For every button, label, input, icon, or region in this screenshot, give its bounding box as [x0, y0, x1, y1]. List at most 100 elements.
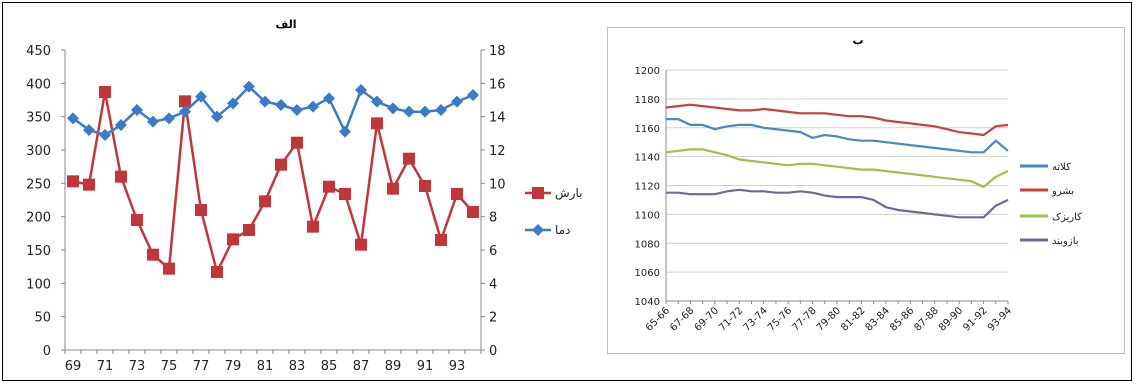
- chart-a-point-1: [275, 99, 287, 111]
- chart-b-x-tick-label: 67-68: [668, 305, 696, 333]
- chart-b-x-tick-label: 69-70: [693, 305, 721, 333]
- chart-a-point-1: [83, 124, 95, 136]
- chart-a-legend-marker: [532, 224, 544, 236]
- chart-a-right-tick-label: 0: [489, 344, 497, 359]
- chart-a-left-tick-label: 250: [26, 177, 51, 192]
- chart-a-point-0: [275, 158, 287, 171]
- chart-a-right-tick-label: 18: [489, 44, 506, 59]
- chart-a-x-tick-label: 85: [321, 359, 338, 374]
- chart-a-point-0: [67, 175, 79, 188]
- chart-b-legend-label: بازوبند: [1052, 236, 1079, 247]
- chart-a: الف 0 50 100 150 200 250 300 350 400 450 0 2 4 6 8 10 12 1…: [26, 18, 582, 374]
- chart-b-title: ب: [852, 34, 863, 47]
- chart-b-x-tick-label: 75-76: [766, 305, 794, 333]
- chart-a-x-tick-label: 89: [385, 359, 402, 374]
- chart-a-point-0: [115, 170, 127, 183]
- chart-a-point-0: [227, 233, 239, 246]
- chart-a-point-0: [163, 262, 175, 275]
- chart-b-x-tick-label: 79-80: [815, 305, 843, 333]
- chart-a-point-1: [227, 97, 239, 110]
- chart-b-x-tick-label: 81-82: [839, 305, 867, 333]
- chart-b-legend-label: بشرو: [1051, 186, 1074, 197]
- chart-a-left-tick-label: 100: [26, 277, 51, 292]
- chart-a-point-1: [387, 102, 399, 115]
- chart-a-x-tick-label: 83: [289, 359, 306, 374]
- chart-a-point-1: [147, 115, 159, 128]
- chart-a-point-1: [371, 95, 383, 108]
- chart-a-x-tick-label: 71: [97, 359, 114, 374]
- chart-a-point-1: [259, 95, 271, 108]
- chart-b: ب 1040 1060 1080 1100 1120 1140 1160 1180 1200 65-…: [635, 34, 1083, 334]
- chart-a-point-1: [99, 129, 111, 141]
- chart-b-x-tick-label: 85-86: [888, 305, 916, 333]
- chart-b-legend-label: کاریزک: [1052, 212, 1082, 223]
- chart-a-point-0: [99, 86, 111, 98]
- chart-a-point-0: [131, 214, 143, 226]
- chart-b-legend-label: کلاته: [1052, 162, 1071, 173]
- chart-a-x-tick-label: 81: [257, 359, 274, 374]
- chart-b-y-tick-label: 1080: [635, 239, 660, 250]
- chart-a-legend-label: بارش: [555, 186, 582, 201]
- chart-a-title: الف: [275, 18, 296, 31]
- chart-a-left-tick-label: 400: [26, 77, 51, 92]
- chart-a-point-1: [115, 119, 127, 131]
- chart-a-point-0: [451, 188, 463, 200]
- chart-b-x-tick-label: 83-84: [864, 305, 892, 333]
- chart-b-x-tick-label: 65-66: [644, 305, 672, 333]
- chart-a-left-tick-label: 350: [26, 111, 51, 126]
- chart-b-series-line-0: [666, 117, 1009, 154]
- chart-a-right-tick-label: 14: [489, 111, 506, 126]
- chart-a-point-0: [179, 95, 191, 108]
- chart-a-point-0: [403, 152, 415, 165]
- chart-a-point-1: [419, 105, 431, 118]
- chart-b-panel: ب 1040 1060 1080 1100 1120 1140 1160 1180 1200 65-…: [607, 27, 1125, 354]
- chart-a-right-tick-label: 8: [489, 211, 497, 226]
- chart-a-left-tick-label: 50: [34, 311, 51, 326]
- chart-b-x-tick-label: 73-74: [742, 305, 770, 333]
- chart-a-point-0: [195, 204, 207, 216]
- chart-b-series-line-1: [665, 103, 1009, 137]
- chart-a-left-tick-label: 200: [26, 211, 51, 226]
- chart-b-x-tick-label: 71-72: [717, 305, 745, 333]
- chart-a-point-1: [339, 125, 351, 138]
- chart-a-legend-marker: [532, 187, 544, 199]
- chart-b-x-tick-label: 77-78: [790, 305, 818, 333]
- chart-a-point-1: [435, 104, 447, 116]
- chart-a-right-tick-label: 4: [489, 277, 497, 292]
- chart-a-left-tick-label: 0: [43, 344, 51, 359]
- chart-a-point-0: [259, 195, 271, 208]
- chart-b-series-line-2: [665, 148, 1009, 189]
- chart-a-x-tick-label: 79: [225, 359, 242, 374]
- chart-a-point-0: [243, 224, 255, 236]
- chart-a-x-tick-label: 87: [353, 359, 370, 374]
- chart-b-x-tick-label: 91-92: [961, 305, 989, 333]
- chart-b-x-tick-label: 87-88: [913, 305, 941, 333]
- chart-a-point-1: [195, 90, 207, 103]
- chart-a-right-tick-label: 12: [489, 144, 506, 159]
- figure-frame: الف 0 50 100 150 200 250 300 350 400 450 0 2 4 6 8 10 12 1…: [2, 2, 1132, 381]
- chart-a-point-0: [419, 180, 431, 192]
- chart-a-point-0: [355, 238, 367, 251]
- chart-a-point-1: [243, 80, 255, 93]
- chart-a-point-1: [451, 95, 463, 108]
- chart-a-point-1: [403, 105, 415, 118]
- chart-a-series-line-0: [72, 91, 474, 276]
- chart-b-x-tick-label: 93-94: [986, 305, 1014, 333]
- chart-a-point-1: [467, 89, 479, 101]
- chart-a-x-tick-label: 77: [193, 359, 210, 374]
- chart-a-right-tick-label: 16: [489, 77, 506, 92]
- chart-b-y-tick-label: 1180: [635, 95, 660, 106]
- chart-a-point-0: [467, 206, 479, 218]
- chart-a-x-tick-label: 73: [129, 359, 146, 374]
- chart-b-series-line-3: [666, 188, 1009, 219]
- chart-a-point-1: [307, 100, 319, 113]
- chart-a-left-tick-label: 150: [26, 244, 51, 259]
- chart-a-right-tick-label: 10: [489, 177, 506, 192]
- chart-a-point-1: [163, 112, 175, 125]
- chart-a-point-0: [387, 182, 399, 195]
- chart-a-point-1: [131, 104, 143, 116]
- chart-b-y-tick-label: 1040: [635, 297, 660, 308]
- chart-a-point-0: [435, 234, 447, 246]
- chart-b-y-tick-label: 1060: [635, 268, 660, 279]
- chart-a-x-tick-label: 93: [449, 359, 466, 374]
